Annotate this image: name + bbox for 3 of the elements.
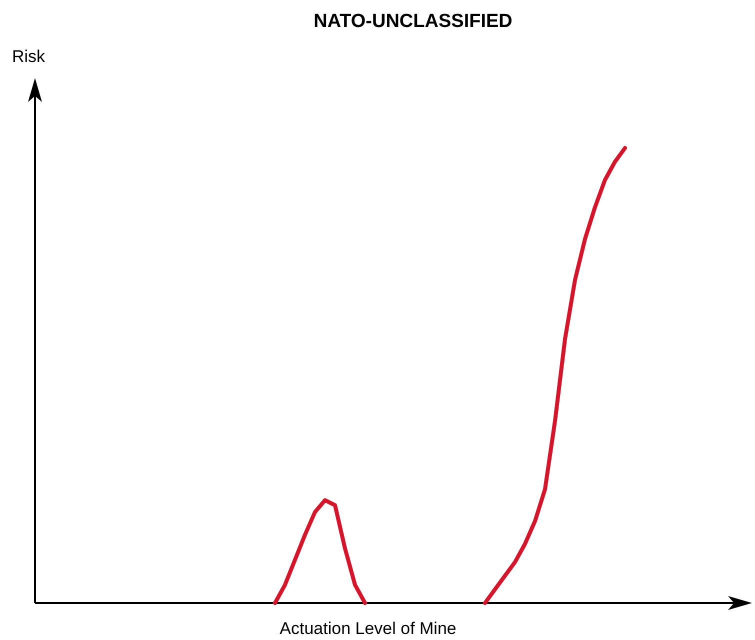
x-axis-title: Actuation Level of Mine	[280, 619, 456, 638]
chart-title: NATO-UNCLASSIFIED	[314, 11, 512, 32]
y-axis-title: Risk	[12, 47, 46, 66]
